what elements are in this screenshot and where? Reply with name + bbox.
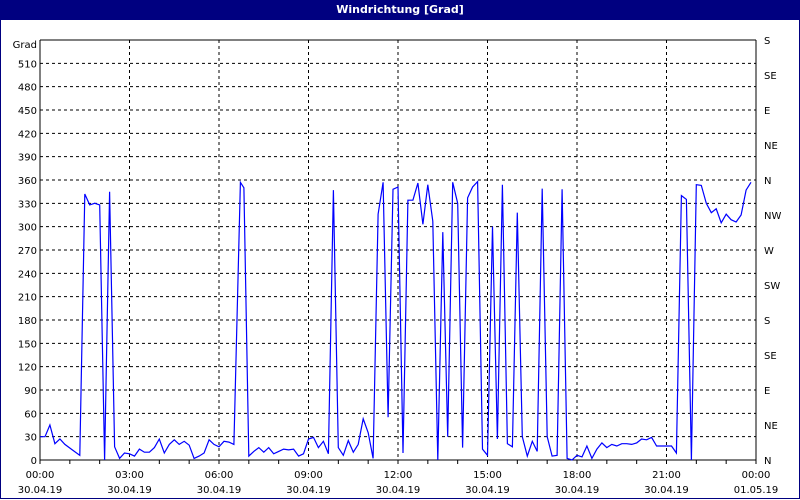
x-tick-date: 30.04.19 <box>107 485 152 496</box>
y-tick-label: 480 <box>18 83 37 94</box>
right-tick-label: SW <box>764 281 780 292</box>
x-tick-time: 12:00 <box>384 470 413 481</box>
y-tick-label: 0 <box>31 456 37 467</box>
right-tick-label: SE <box>764 351 777 362</box>
right-tick-label: N <box>764 176 771 187</box>
right-tick-label: N <box>764 456 771 467</box>
x-tick-time: 09:00 <box>294 470 323 481</box>
axes <box>39 39 757 464</box>
x-tick-date: 30.04.19 <box>286 485 331 496</box>
y-tick-label: 210 <box>18 293 37 304</box>
x-tick-time: 21:00 <box>652 470 681 481</box>
y-tick-label: 300 <box>18 223 37 234</box>
right-tick-label: E <box>764 386 770 397</box>
y-tick-label: 330 <box>18 199 37 210</box>
tick-labels: 0 30 60 90 120 150 180 210 240 270 300 330 360 390 420… <box>18 36 782 496</box>
y-tick-label: 420 <box>18 129 37 140</box>
right-tick-label: NE <box>764 141 778 152</box>
grid <box>40 40 756 460</box>
y-tick-label: 30 <box>24 433 37 444</box>
x-tick-date: 30.04.19 <box>555 485 600 496</box>
x-tick-time: 06:00 <box>205 470 234 481</box>
y-tick-label: 90 <box>24 386 37 397</box>
x-tick-date: 30.04.19 <box>197 485 242 496</box>
right-tick-label: NE <box>764 421 778 432</box>
right-tick-label: S <box>764 316 770 327</box>
y-tick-label: 240 <box>18 269 37 280</box>
y-tick-label: 60 <box>24 409 37 420</box>
y-tick-label: 450 <box>18 106 37 117</box>
x-tick-time: 18:00 <box>563 470 592 481</box>
right-tick-label: W <box>764 246 774 257</box>
chart-title: Windrichtung [Grad] <box>0 0 800 20</box>
x-tick-time: 00:00 <box>742 470 771 481</box>
x-tick-date: 01.05.19 <box>734 485 779 496</box>
y-axis-label: Grad <box>13 40 37 51</box>
x-tick-date: 30.04.19 <box>18 485 63 496</box>
y-tick-label: 510 <box>18 59 37 70</box>
right-tick-label: E <box>764 106 770 117</box>
y-tick-label: 180 <box>18 316 37 327</box>
x-tick-date: 30.04.19 <box>465 485 510 496</box>
y-tick-label: 360 <box>18 176 37 187</box>
x-tick-date: 30.04.19 <box>376 485 421 496</box>
y-tick-label: 390 <box>18 153 37 164</box>
x-tick-time: 00:00 <box>26 470 55 481</box>
series-line <box>40 180 752 461</box>
right-tick-label: S <box>764 36 770 47</box>
right-tick-label: SE <box>764 71 777 82</box>
y-tick-label: 150 <box>18 339 37 350</box>
x-tick-date: 30.04.19 <box>644 485 689 496</box>
right-tick-label: NW <box>764 211 781 222</box>
x-tick-time: 15:00 <box>473 470 502 481</box>
x-tick-time: 03:00 <box>115 470 144 481</box>
y-tick-label: 270 <box>18 246 37 257</box>
y-tick-label: 120 <box>18 363 37 374</box>
